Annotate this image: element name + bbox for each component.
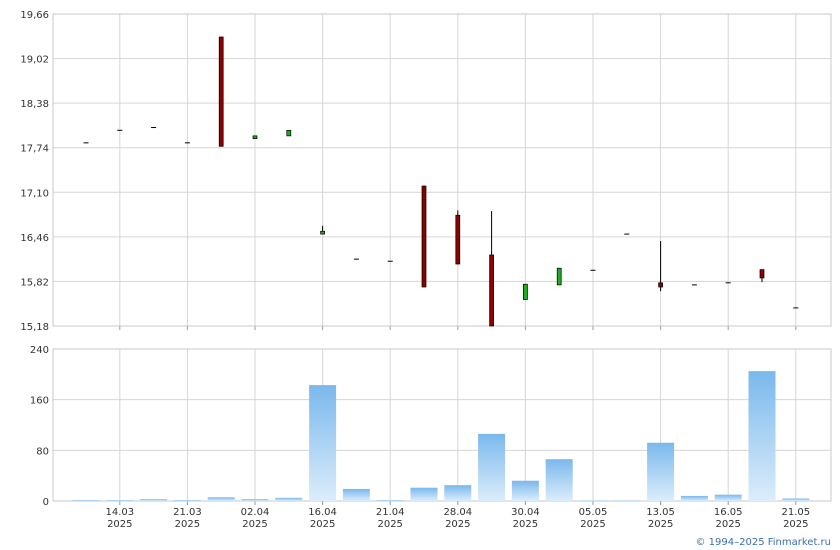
x-tick-label: 14.03 2025: [105, 507, 134, 530]
candle-body: [320, 230, 325, 235]
y-tick-label: 19,02: [20, 55, 49, 66]
candle-body: [218, 36, 224, 147]
y-tick-label: 15,82: [20, 277, 49, 288]
candle-body: [658, 282, 663, 288]
x-tick-label: 02.04 2025: [241, 507, 270, 530]
volume-bar: [613, 500, 641, 501]
candle-body: [489, 254, 494, 327]
volume-bar: [309, 385, 337, 501]
candle-body: [252, 135, 258, 140]
y-tick-label: 16,46: [20, 233, 49, 244]
candle-body: [523, 283, 528, 300]
volume-bar: [680, 495, 708, 501]
volume-bar: [511, 480, 539, 501]
y-tick-label: 18,38: [20, 99, 49, 110]
y-tick-label: 19,66: [20, 10, 49, 21]
y-tick-label: 15,18: [20, 322, 49, 333]
x-tick-label: 16.04 2025: [308, 507, 337, 530]
x-tick-label: 05.05 2025: [579, 507, 608, 530]
volume-bar: [275, 497, 303, 501]
volume-bar: [173, 500, 201, 501]
candle-body: [455, 214, 461, 265]
candle-body: [286, 129, 292, 137]
candle-body: [759, 269, 765, 279]
volume-bar: [410, 487, 438, 501]
x-tick-label: 21.05 2025: [781, 507, 810, 530]
x-tick-label: 13.05 2025: [646, 507, 675, 530]
candle-body: [421, 185, 427, 288]
volume-bar: [782, 498, 810, 501]
y2-tick-label: 0: [43, 497, 49, 508]
volume-bar: [478, 433, 506, 501]
volume-bar: [714, 494, 742, 501]
volume-bar: [207, 497, 235, 501]
y2-tick-label: 80: [36, 446, 49, 457]
x-tick-label: 28.04 2025: [443, 507, 472, 530]
x-tick-label: 30.04 2025: [511, 507, 540, 530]
candle-body: [556, 267, 562, 286]
volume-bar: [545, 459, 573, 501]
volume-bar: [106, 500, 134, 501]
x-tick-label: 21.04 2025: [376, 507, 405, 530]
volume-bar: [376, 500, 404, 501]
volume-frame: [52, 348, 832, 502]
x-tick-label: 16.05 2025: [714, 507, 743, 530]
volume-bar: [647, 442, 675, 501]
y2-tick-label: 160: [30, 396, 49, 407]
y2-tick-label: 240: [30, 345, 49, 356]
x-tick-label: 21.03 2025: [173, 507, 202, 530]
volume-bar: [748, 371, 776, 501]
volume-bar: [342, 488, 370, 501]
volume-bar: [140, 499, 168, 501]
y-tick-label: 17,74: [20, 144, 49, 155]
price-frame: [52, 13, 832, 327]
volume-bar: [579, 500, 607, 501]
volume-bar: [444, 485, 472, 501]
footer: © 1994–2025 Finmarket.ru: [695, 537, 831, 548]
volume-bar: [241, 499, 269, 501]
y-tick-label: 17,10: [20, 188, 49, 199]
volume-bar: [72, 499, 100, 501]
